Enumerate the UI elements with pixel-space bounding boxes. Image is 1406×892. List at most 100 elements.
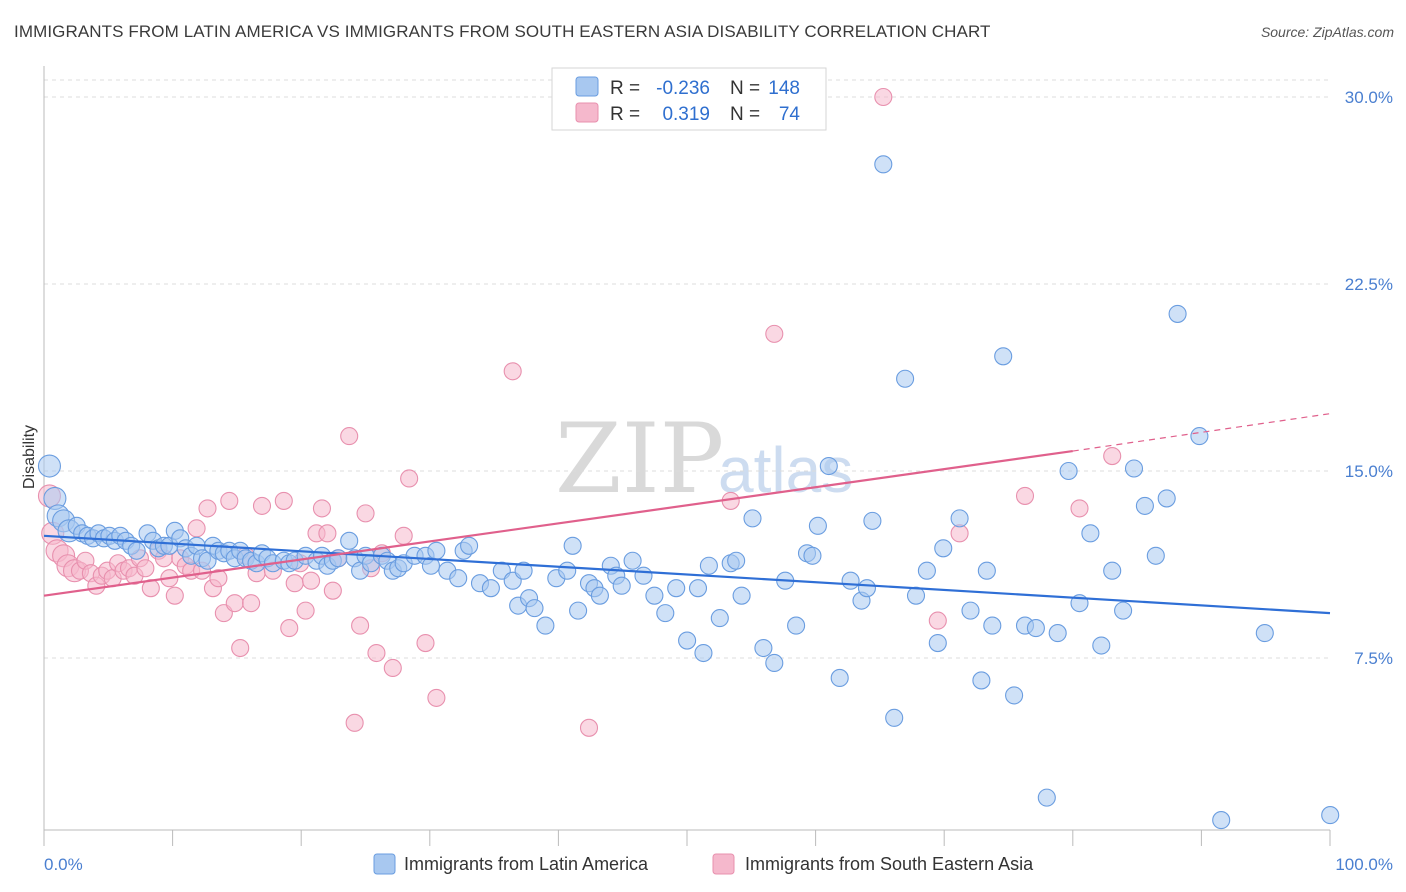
latin-america-point-136: [1103, 561, 1122, 580]
legend-pink-n-value: 74: [779, 104, 801, 125]
southeast-asia-point-55: [356, 504, 375, 523]
latin-america-point-87: [623, 551, 642, 570]
trend-lines: [43, 413, 1331, 615]
latin-america-point-65: [449, 569, 468, 588]
southeast-asia-point-57: [367, 643, 386, 663]
southeast-asia-point-63: [427, 688, 446, 707]
latin-america-point-106: [803, 546, 822, 565]
southeast-asia-point-39: [252, 496, 272, 515]
grid-lines: [44, 79, 1330, 659]
southeast-asia-point-73: [1103, 446, 1122, 466]
latin-america-point-143: [1190, 427, 1209, 446]
latin-america-point-109: [830, 668, 849, 687]
legend-bottom-blue-label: Immigrants from Latin America: [404, 854, 649, 874]
latin-america-point-115: [885, 708, 904, 727]
latin-america-point-145: [1255, 624, 1274, 643]
latin-america-point-135: [1092, 636, 1111, 655]
latin-america-point-94: [694, 643, 713, 663]
watermark: ZIP atlas: [555, 403, 853, 515]
latin-america-point-114: [874, 155, 893, 174]
latin-america-point-123: [972, 671, 991, 690]
latin-america-point-132: [1059, 461, 1078, 481]
y-tick-label-0: 7.5%: [1354, 649, 1393, 668]
latin-america-point-73: [514, 561, 533, 580]
southeast-asia-point-69: [928, 611, 947, 630]
legend-pink-swatch: [575, 102, 599, 123]
latin-america-point-124: [977, 561, 996, 580]
southeast-asia-point-27: [187, 519, 206, 538]
latin-america-point-116: [896, 369, 915, 388]
latin-america-point-139: [1135, 496, 1154, 515]
southeast-asia-point-50: [323, 581, 342, 600]
latin-america-point-125: [983, 616, 1002, 635]
southeast-asia-point-42: [280, 619, 299, 638]
y-axis-label: Disability: [21, 425, 38, 489]
latin-america-point-121: [950, 509, 969, 528]
southeast-asia-point-54: [351, 616, 370, 635]
latin-america-point-89: [645, 586, 664, 605]
y-tick-labels: 7.5% 15.0% 22.5% 30.0%: [1345, 88, 1393, 668]
latin-america-point-141: [1157, 489, 1176, 508]
latin-america-point-146: [1321, 806, 1340, 825]
latin-america-point-112: [857, 579, 877, 598]
latin-america-point-16: [127, 541, 146, 560]
southeast-asia-point-64: [503, 362, 522, 381]
latin-america-point-100: [743, 509, 762, 528]
latin-america-point-142: [1168, 304, 1187, 323]
trendline-southeast-asia: [43, 449, 1073, 597]
axes: [43, 66, 1331, 846]
latin-america-point-90: [656, 604, 675, 623]
southeast-asia-point-67: [765, 324, 784, 343]
southeast-asia-point-62: [416, 633, 435, 653]
legend-pink-n-label: N =: [730, 104, 760, 125]
latin-america-point-134: [1081, 524, 1100, 543]
latin-america-point-118: [917, 561, 936, 580]
latin-america-point-129: [1026, 619, 1045, 638]
latin-america-point-75: [525, 599, 544, 618]
latin-america-point-69: [481, 579, 500, 598]
southeast-asia-point-43: [285, 574, 304, 593]
trendline-latin-america: [43, 534, 1331, 615]
southeast-asia-point-31: [209, 569, 228, 588]
legend-pink-r-label: R =: [610, 104, 640, 125]
latin-america-point-126: [994, 347, 1013, 366]
southeast-asia-point-46: [301, 571, 321, 590]
southeast-asia-point-33: [220, 491, 239, 510]
watermark-zip: ZIP: [555, 403, 724, 515]
chart-title: IMMIGRANTS FROM LATIN AMERICA VS IMMIGRA…: [14, 22, 991, 41]
source-label: Source: ZipAtlas.com: [1260, 24, 1394, 40]
latin-america-point-144: [1212, 811, 1231, 830]
legend-bottom-pink-swatch: [712, 853, 735, 875]
y-tick-label-2: 22.5%: [1345, 275, 1393, 294]
latin-america-point-131: [1048, 624, 1067, 643]
southeast-asia-point-29: [198, 499, 217, 518]
southeast-asia-point-48: [312, 499, 332, 518]
southeast-asia-point-72: [1070, 499, 1089, 518]
latin-america-point-108: [819, 456, 838, 476]
latin-america-point-102: [765, 653, 784, 673]
latin-america-point-140: [1146, 546, 1165, 565]
latin-america-point-86: [612, 576, 631, 595]
latin-america-point-79: [563, 536, 582, 555]
latin-america-point-92: [678, 631, 697, 650]
latin-america-point-104: [787, 616, 806, 635]
x-tick-labels: 0.0% 100.0%: [44, 855, 1393, 874]
latin-america-point-91: [667, 579, 686, 598]
legend-bottom: Immigrants from Latin America Immigrants…: [373, 853, 1034, 875]
southeast-asia-point-18: [136, 559, 155, 578]
southeast-asia-point-35: [231, 638, 250, 658]
latin-america-point-110: [841, 571, 860, 590]
legend-pink-r-value: 0.319: [662, 104, 710, 125]
legend-blue-swatch: [575, 76, 599, 97]
southeast-asia-point-59: [383, 658, 402, 678]
southeast-asia-point-34: [225, 594, 244, 613]
latin-america-point-113: [863, 511, 882, 530]
latin-america-point-63: [427, 541, 446, 560]
latin-america-point-120: [934, 539, 953, 558]
latin-america-point-83: [590, 586, 609, 605]
legend-top: R = -0.236 N = 148 R = 0.319 N = 74: [551, 67, 827, 131]
y-tick-label-1: 15.0%: [1345, 462, 1393, 481]
latin-america-point-78: [558, 561, 577, 580]
latin-america-point-127: [1005, 686, 1024, 705]
legend-bottom-pink-label: Immigrants from South Eastern Asia: [745, 854, 1034, 874]
